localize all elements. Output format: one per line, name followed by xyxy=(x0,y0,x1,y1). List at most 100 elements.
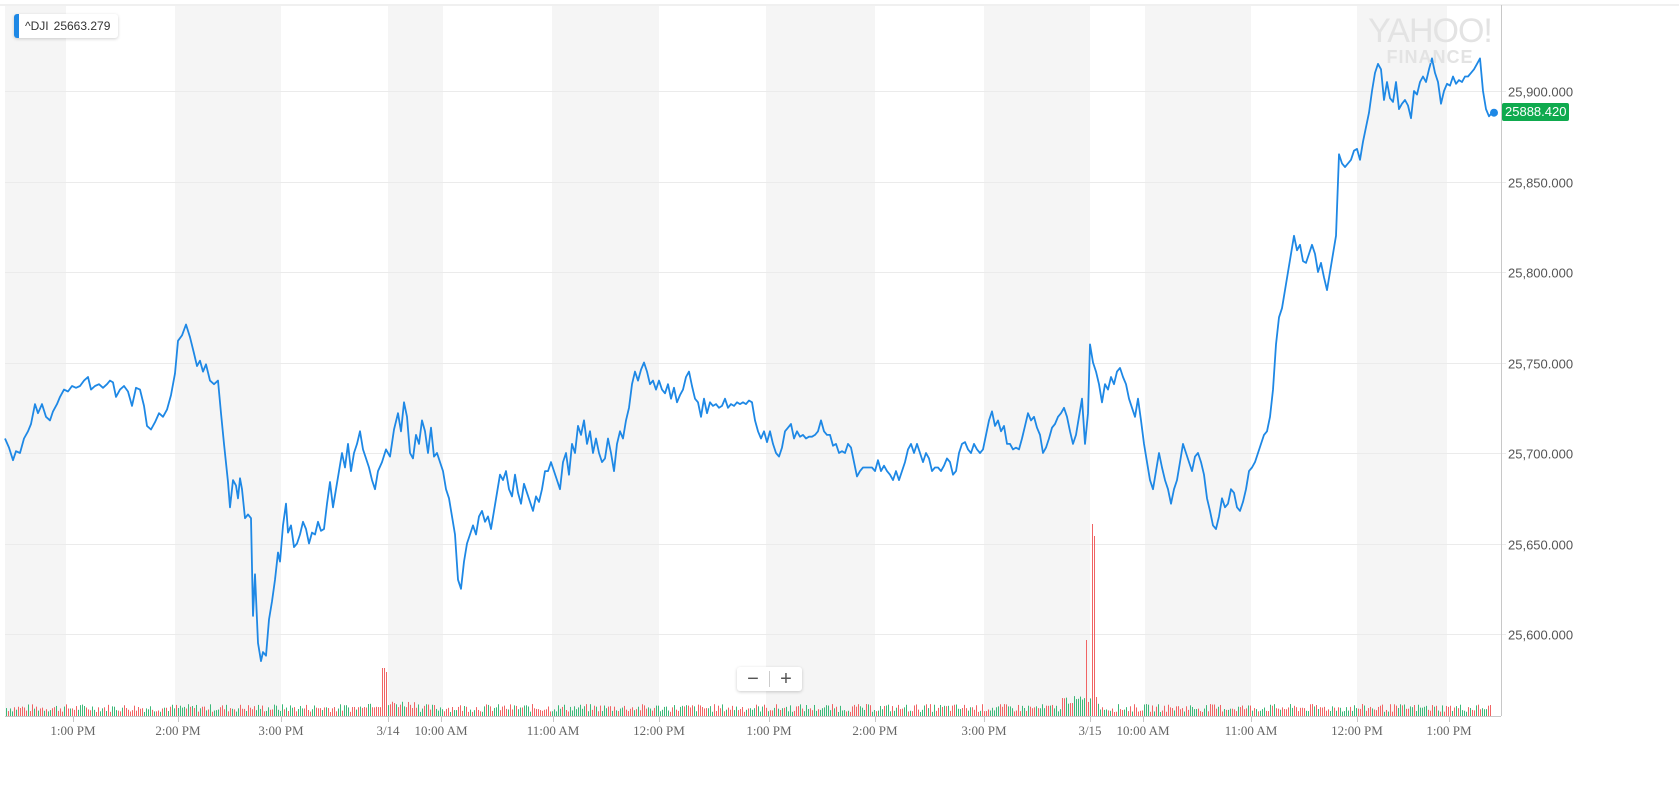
volume-bar xyxy=(1480,709,1481,716)
volume-bar xyxy=(498,704,499,716)
volume-bar xyxy=(1376,710,1377,716)
volume-bar xyxy=(1242,705,1243,716)
zoom-in-button[interactable]: + xyxy=(780,668,792,690)
volume-bar xyxy=(716,711,717,716)
volume-bar xyxy=(614,706,615,716)
volume-bar xyxy=(1224,709,1225,716)
volume-bar xyxy=(1156,706,1157,716)
volume-bar xyxy=(508,709,509,716)
volume-bar xyxy=(610,706,611,716)
volume-bar xyxy=(42,707,43,716)
volume-bar xyxy=(1070,703,1071,716)
volume-bar xyxy=(876,711,877,716)
volume-bar xyxy=(1380,705,1381,716)
x-axis-label: 11:00 AM xyxy=(527,723,580,738)
volume-bar xyxy=(1292,707,1293,716)
volume-bar xyxy=(320,708,321,716)
volume-bar xyxy=(478,709,479,716)
volume-bar xyxy=(916,704,917,716)
volume-bar xyxy=(722,704,723,716)
volume-bar xyxy=(94,709,95,716)
volume-bar xyxy=(1232,708,1233,716)
volume-bar xyxy=(1454,707,1455,716)
volume-bar xyxy=(802,708,803,716)
volume-bar xyxy=(260,708,261,716)
volume-bar xyxy=(206,710,207,716)
volume-bar xyxy=(328,708,329,716)
volume-bar xyxy=(194,707,195,716)
volume-bar xyxy=(1200,711,1201,716)
volume-bar xyxy=(242,708,243,716)
volume-bar xyxy=(230,708,231,716)
volume-bar xyxy=(670,711,671,716)
volume-bar xyxy=(818,709,819,716)
volume-bar xyxy=(1074,696,1075,716)
volume-bar xyxy=(232,708,233,716)
x-axis-label: 1:00 PM xyxy=(50,723,96,738)
volume-bar xyxy=(900,709,901,716)
volume-bar xyxy=(1004,704,1005,716)
volume-bar xyxy=(444,711,445,716)
volume-bar xyxy=(146,708,147,716)
volume-bar xyxy=(852,706,853,716)
volume-bar xyxy=(700,705,701,716)
zoom-out-button[interactable]: − xyxy=(747,668,759,690)
volume-bar xyxy=(68,708,69,716)
volume-bar xyxy=(790,705,791,716)
volume-bar xyxy=(740,709,741,716)
volume-bar xyxy=(1238,706,1239,716)
volume-bar xyxy=(1056,705,1057,716)
volume-bar xyxy=(970,707,971,716)
volume-bar xyxy=(426,704,427,716)
volume-bar xyxy=(176,704,177,716)
volume-bar xyxy=(1458,708,1459,716)
y-axis-label: 25,750.000 xyxy=(1508,357,1573,372)
volume-bar xyxy=(500,710,501,716)
volume-bar xyxy=(448,707,449,716)
volume-bar xyxy=(338,708,339,716)
volume-bar xyxy=(392,701,393,716)
volume-bar xyxy=(546,709,547,716)
volume-bar xyxy=(1100,709,1101,716)
volume-bar xyxy=(1084,698,1085,716)
volume-bar xyxy=(768,711,769,716)
volume-bar xyxy=(198,711,199,716)
volume-bar xyxy=(536,708,537,716)
volume-bar xyxy=(124,705,125,716)
volume-bar xyxy=(258,704,259,716)
volume-bar xyxy=(1108,710,1109,716)
legend-series[interactable]: ^DJI 25663.279 xyxy=(14,14,119,38)
volume-bar xyxy=(1054,708,1055,716)
session-band xyxy=(388,6,443,716)
volume-bar xyxy=(534,708,535,716)
volume-bar xyxy=(626,709,627,716)
volume-bar xyxy=(588,711,589,716)
volume-bar xyxy=(316,707,317,716)
volume-bar xyxy=(1234,709,1235,716)
volume-bar xyxy=(108,704,109,716)
volume-bar xyxy=(1104,709,1105,716)
volume-bar xyxy=(750,708,751,716)
volume-bar xyxy=(976,705,977,716)
volume-bar xyxy=(100,711,101,716)
volume-bar xyxy=(1124,709,1125,716)
volume-bar xyxy=(1010,706,1011,716)
volume-bar xyxy=(1444,711,1445,716)
volume-bar xyxy=(996,707,997,716)
volume-bar xyxy=(778,708,779,716)
volume-bar xyxy=(408,701,409,716)
volume-bar xyxy=(1360,708,1361,716)
volume-bar xyxy=(1246,708,1247,716)
volume-bar xyxy=(1174,710,1175,716)
volume-bar xyxy=(556,711,557,716)
volume-bar xyxy=(1262,709,1263,716)
volume-bar xyxy=(62,711,63,716)
volume-bar xyxy=(1344,711,1345,716)
volume-bar xyxy=(192,705,193,716)
volume-bar xyxy=(812,710,813,716)
volume-bar xyxy=(978,711,979,716)
volume-bar xyxy=(1402,705,1403,716)
x-axis-label: 3/15 xyxy=(1078,723,1101,738)
